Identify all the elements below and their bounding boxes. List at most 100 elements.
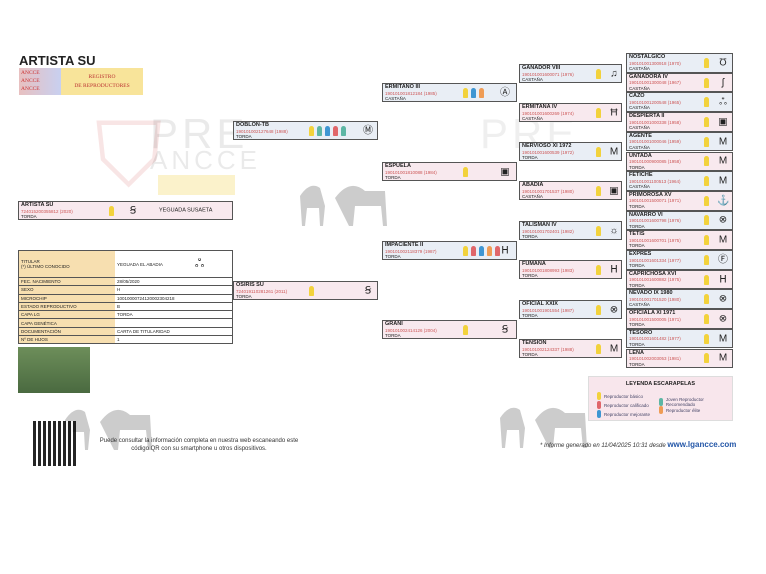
info-value: CARTA DE TITULARIDAD bbox=[117, 328, 170, 334]
rosettes bbox=[704, 136, 709, 147]
horse-coat: CASTAÑA bbox=[629, 302, 650, 308]
horse-coat: CASTAÑA bbox=[629, 184, 650, 190]
horse-box[interactable]: TESORO 190101001601482 (1977) TORDA M bbox=[626, 328, 733, 349]
rosette-icon bbox=[471, 245, 476, 256]
horse-name: LEÑA bbox=[629, 349, 644, 356]
horse-box[interactable]: PRIMOROSA XV 190101001500071 (1971) TORDA ⚓ bbox=[626, 190, 733, 211]
horse-code: 190101001300918 (1970) bbox=[629, 60, 681, 66]
horse-box[interactable]: AGENTE 190101001000046 (1959) CASTAÑA M bbox=[626, 131, 733, 152]
horse-name: CAZO bbox=[629, 93, 645, 100]
horse-box[interactable]: NERVIOSO XI 1972 190101001600539 (1972) TO… bbox=[519, 142, 622, 161]
rosette-icon bbox=[471, 87, 476, 98]
horse-coat: TORDA bbox=[629, 263, 645, 268]
rosette-icon bbox=[325, 125, 330, 136]
legend-label: Joven Reproductor Recomendado bbox=[665, 397, 704, 407]
horse-box[interactable]: TENSION 190101002124337 (1988) TORDA M bbox=[519, 339, 622, 358]
info-label: DOCUMENTACIÓN bbox=[19, 327, 115, 336]
horse-box[interactable]: TALISMAN IV 190101001702401 (1982) TORDA ☼ bbox=[519, 221, 622, 240]
horse-box[interactable]: OFICIAL XXIX 190101001901554 (1987) TORDA ⊗ bbox=[519, 300, 622, 319]
horse-box[interactable]: CAPRICHOSA XVI 190101001600882 (1975) TORD… bbox=[626, 269, 733, 290]
rosette-icon bbox=[596, 225, 601, 236]
horse-box[interactable]: DOBLON-TB 190101002127648 (1988) TORDA Ⓜ bbox=[233, 121, 378, 140]
rosette-icon bbox=[463, 166, 468, 177]
horse-name: ABADIA bbox=[522, 182, 544, 188]
rosettes bbox=[309, 125, 346, 136]
horse-box[interactable]: ERMITAÑO III 190101001812184 (1985) CASTAÑ… bbox=[382, 83, 517, 102]
horse-box[interactable]: OFICIALA XI 1971 190101001500005 (1971) TO… bbox=[626, 309, 733, 329]
legend-item: Reproductor mejorante bbox=[597, 410, 650, 418]
watermark-pre: PRE bbox=[150, 110, 249, 157]
horse-name: ERMITAÑO III bbox=[385, 84, 421, 90]
horse-name: DESPIERTA II bbox=[629, 113, 665, 120]
horse-name: PRIMOROSA XV bbox=[629, 191, 672, 198]
watermark-ancce: ANCCE bbox=[150, 145, 262, 175]
horse-box[interactable]: EXPRES 190101001601334 (1977) TORDA Ⓕ bbox=[626, 250, 733, 270]
horse-box[interactable]: UNTADA 190101000900085 (1958) TORDA M bbox=[626, 151, 733, 172]
horse-box[interactable]: ABADIA 190101001701537 (1980) CASTAÑA ▣ bbox=[519, 181, 622, 200]
info-row: DOCUMENTACIÓN CARTA DE TITULARIDAD bbox=[19, 326, 232, 336]
rosette-icon bbox=[597, 401, 601, 409]
qr-code[interactable] bbox=[33, 421, 76, 466]
horse-coat: TORDA bbox=[629, 341, 645, 347]
horse-coat: CASTAÑA bbox=[385, 96, 406, 101]
horse-box[interactable]: DESPIERTA II 190101001000338 (1958) CASTAÑ… bbox=[626, 112, 733, 132]
horse-coat: CASTAÑA bbox=[522, 194, 543, 199]
horses-silhouette-2 bbox=[65, 409, 152, 450]
brand-mark-icon: ⊗ bbox=[609, 303, 619, 315]
legend-item: Joven Reproductor Recomendado bbox=[659, 397, 732, 407]
rosettes bbox=[704, 215, 709, 226]
horse-box[interactable]: NOSTALGICO 190101001300918 (1970) CASTAÑA Ʊ bbox=[626, 53, 733, 73]
rosette-icon bbox=[463, 245, 468, 256]
horse-box[interactable]: FUMANA 190101001808993 (1983) TORDA ᕼ bbox=[519, 260, 622, 279]
horse-box[interactable]: GRANI 190101002414126 (2004) TORDA Ꞩ bbox=[382, 320, 517, 339]
horse-box[interactable]: GANADOR VIII 190101001600071 (1976) CASTAÑ… bbox=[519, 64, 622, 83]
brand-mark-icon: ⊗ bbox=[718, 214, 728, 226]
horse-name: TALISMAN IV bbox=[522, 222, 557, 228]
horse-name: FUMANA bbox=[522, 261, 546, 267]
info-label: MICROCHIP bbox=[19, 294, 115, 302]
report-text: * Informe generado en 11/04/2025 10:31 d… bbox=[540, 443, 666, 449]
horse-box[interactable]: ERMITANA IV 190101001600269 (1974) CASTAÑA… bbox=[519, 103, 622, 122]
horse-code: 724019110281261 (2011) bbox=[236, 288, 288, 294]
rosettes bbox=[704, 116, 709, 127]
horse-box[interactable]: TETIS 190101001600701 (1975) TORDA M bbox=[626, 230, 733, 250]
info-row: FEC. NACIMIENTO 28/05/2020 bbox=[19, 277, 232, 286]
horse-box[interactable]: NAVARRO VI 190101001600798 (1976) TORDA ⊗ bbox=[626, 210, 733, 231]
horses-silhouette bbox=[300, 185, 387, 226]
brand-mark-icon: Ꞩ bbox=[501, 323, 509, 335]
horse-box[interactable]: LEÑA 190101002003053 (1981) TORDA M bbox=[626, 348, 733, 369]
horse-box[interactable]: OSIRIS SU 724019110281261 (2011) TORDA Ꞩ bbox=[233, 281, 378, 300]
horse-box[interactable]: ESPUELA 190101001810088 (1984) TORDA ▣ bbox=[382, 162, 517, 181]
legend-item: Reproductor élite bbox=[659, 406, 700, 414]
horse-code: 190101001200548 (1965) bbox=[629, 99, 681, 105]
brand-mark-icon: M bbox=[718, 155, 728, 167]
horse-name: OFICIALA XI 1971 bbox=[629, 310, 676, 317]
horse-code: 190101001000046 (1959) bbox=[629, 139, 681, 145]
rosettes bbox=[704, 333, 709, 344]
qr-caption-line: Puede consultar la información completa … bbox=[99, 438, 299, 444]
horse-coat: CASTAÑA bbox=[629, 66, 650, 71]
rosettes bbox=[704, 274, 709, 285]
brand-mark-icon: ᕼ bbox=[610, 263, 618, 275]
horse-name: NAVARRO VI bbox=[629, 211, 663, 218]
info-value: 100100007241200023042​18 bbox=[117, 295, 175, 301]
qr-caption-line: código QR con su smartphone u otros disp… bbox=[131, 446, 267, 452]
rosette-icon bbox=[704, 353, 709, 364]
horse-code: 190101001901554 (1987) bbox=[522, 307, 574, 313]
horse-coat: CASTAÑA bbox=[629, 85, 650, 91]
horse-name: NOSTALGICO bbox=[629, 54, 666, 60]
horse-box[interactable]: FETICHE 190101001100513 (1964) CASTAÑA M bbox=[626, 171, 733, 191]
rosette-icon bbox=[704, 333, 709, 344]
info-value: YEGUADA EL ABADIA bbox=[117, 261, 163, 267]
horse-box[interactable]: ARTISTA SU 724015200355812 (2020) TORDA Ꞩ YE… bbox=[18, 201, 233, 220]
horse-name: OSIRIS SU bbox=[236, 282, 264, 288]
horse-box[interactable]: GANADORA IV 190101001300048 (1967) CASTAÑA… bbox=[626, 72, 733, 93]
horse-box[interactable]: IMPACIENTE II 190101002118379 (1987) TORDA… bbox=[382, 241, 517, 260]
info-row: Nº DE HIJOS 1 bbox=[19, 335, 232, 344]
horse-box[interactable]: CAZO 190101001200548 (1965) CASTAÑA ஃ bbox=[626, 92, 733, 113]
site-link[interactable]: www.lgancce.com bbox=[667, 440, 737, 449]
horse-coat: TORDA bbox=[21, 214, 37, 219]
brand-mark-icon: M bbox=[609, 145, 619, 157]
horse-box[interactable]: NEVADO IX 1980 190101001701520 (1980) CAST… bbox=[626, 289, 733, 310]
report-footer: * Informe generado en 11/04/2025 10:31 d… bbox=[540, 440, 736, 449]
